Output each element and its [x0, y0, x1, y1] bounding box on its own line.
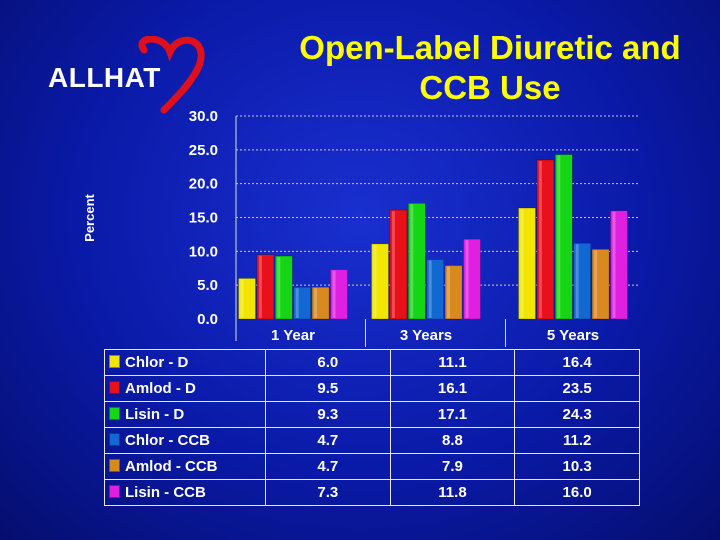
data-label: 11.8	[389, 479, 516, 506]
data-label: 16.0	[514, 479, 640, 506]
bar	[444, 265, 463, 320]
heart-icon	[138, 36, 205, 114]
series-name: Chlor - CCB	[125, 432, 210, 449]
bar-highlight	[538, 160, 542, 318]
table-row: Amlod - D 9.5 16.1 23.5	[104, 375, 640, 402]
bar	[591, 249, 610, 320]
title-line-1: Open-Label Diuretic and	[299, 29, 681, 66]
data-label: 23.5	[514, 375, 640, 402]
series-name: Lisin - D	[125, 406, 185, 423]
bar-highlight	[520, 209, 524, 318]
series-label: Lisin - D	[104, 401, 266, 428]
bar	[256, 254, 275, 320]
table-row: Amlod - CCB 4.7 7.9 10.3	[104, 453, 640, 480]
bar-highlight	[258, 255, 262, 318]
bar	[371, 243, 389, 320]
bar-highlight	[575, 244, 579, 318]
bar	[463, 238, 481, 320]
bar-highlight	[314, 288, 318, 318]
y-tick-label: 30.0	[189, 108, 218, 125]
table-row: Chlor - D 6.0 11.1 16.4	[104, 349, 640, 376]
data-label: 17.1	[389, 401, 516, 428]
bar	[554, 154, 573, 320]
legend-swatch	[109, 459, 120, 472]
data-label: 4.7	[265, 453, 391, 480]
legend-swatch	[109, 355, 120, 368]
legend-swatch	[109, 407, 120, 420]
bar-highlight	[373, 244, 377, 318]
bar-highlight	[447, 266, 451, 318]
y-axis-label: Percent	[82, 193, 97, 241]
bar	[238, 278, 256, 320]
bar-highlight	[277, 257, 281, 318]
slide-title: Open-Label Diuretic and CCB Use	[270, 28, 710, 108]
y-tick-label: 5.0	[197, 277, 218, 294]
bar-highlight	[240, 279, 244, 318]
bar-highlight	[612, 211, 616, 318]
data-label: 4.7	[265, 427, 391, 454]
series-label: Chlor - CCB	[104, 427, 266, 454]
bar	[610, 210, 628, 320]
table-row: Chlor - CCB 4.7 8.8 11.2	[104, 427, 640, 454]
series-label: Amlod - CCB	[104, 453, 266, 480]
bar	[389, 209, 408, 320]
bar	[407, 202, 426, 320]
bar	[426, 259, 445, 320]
bar	[518, 207, 536, 320]
legend-swatch	[109, 485, 120, 498]
legend-swatch	[109, 381, 120, 394]
bar-highlight	[332, 270, 336, 318]
series-name: Chlor - D	[125, 354, 189, 371]
legend-swatch	[109, 433, 120, 446]
y-tick-label: 25.0	[189, 142, 218, 159]
data-label: 9.3	[265, 401, 391, 428]
x-category-label: 5 Years	[547, 327, 599, 344]
bar-highlight	[410, 204, 414, 318]
series-label: Lisin - CCB	[104, 479, 266, 506]
y-tick-label: 20.0	[189, 176, 218, 193]
series-label: Chlor - D	[104, 349, 266, 376]
bar	[330, 269, 348, 320]
x-category-label: 3 Years	[400, 327, 452, 344]
series-name: Amlod - CCB	[125, 458, 218, 475]
data-label: 7.3	[265, 479, 391, 506]
logo-text: ALLHAT	[48, 62, 161, 93]
bar-highlight	[465, 240, 469, 318]
bar-highlight	[557, 155, 561, 318]
bar-highlight	[391, 211, 395, 318]
y-tick-label: 15.0	[189, 210, 218, 227]
y-tick-label: 0.0	[197, 311, 218, 328]
bar	[293, 286, 312, 320]
series-name: Amlod - D	[125, 380, 196, 397]
table-row: Lisin - D 9.3 17.1 24.3	[104, 401, 640, 428]
bar-highlight	[594, 250, 598, 318]
data-label: 24.3	[514, 401, 640, 428]
bar-highlight	[428, 260, 432, 318]
bar	[536, 159, 555, 320]
data-label: 6.0	[265, 349, 391, 376]
data-label: 11.2	[514, 427, 640, 454]
bar	[573, 242, 592, 320]
x-category-label: 1 Year	[271, 327, 315, 344]
bar-highlight	[295, 288, 299, 318]
data-label: 9.5	[265, 375, 391, 402]
data-label: 11.1	[389, 349, 516, 376]
series-name: Lisin - CCB	[125, 484, 206, 501]
data-label: 16.1	[389, 375, 516, 402]
y-tick-label: 10.0	[189, 243, 218, 260]
data-table: Chlor - D 6.0 11.1 16.4 Amlod - D 9.5 16.1 23.5…	[104, 349, 640, 506]
data-label: 16.4	[514, 349, 640, 376]
bar	[274, 255, 293, 320]
title-line-2: CCB Use	[419, 69, 561, 106]
table-row: Lisin - CCB 7.3 11.8 16.0	[104, 479, 640, 506]
allhat-logo: ALLHAT	[46, 36, 216, 116]
data-label: 10.3	[514, 453, 640, 480]
bar	[311, 286, 330, 320]
series-label: Amlod - D	[104, 375, 266, 402]
data-label: 7.9	[389, 453, 516, 480]
data-label: 8.8	[389, 427, 516, 454]
